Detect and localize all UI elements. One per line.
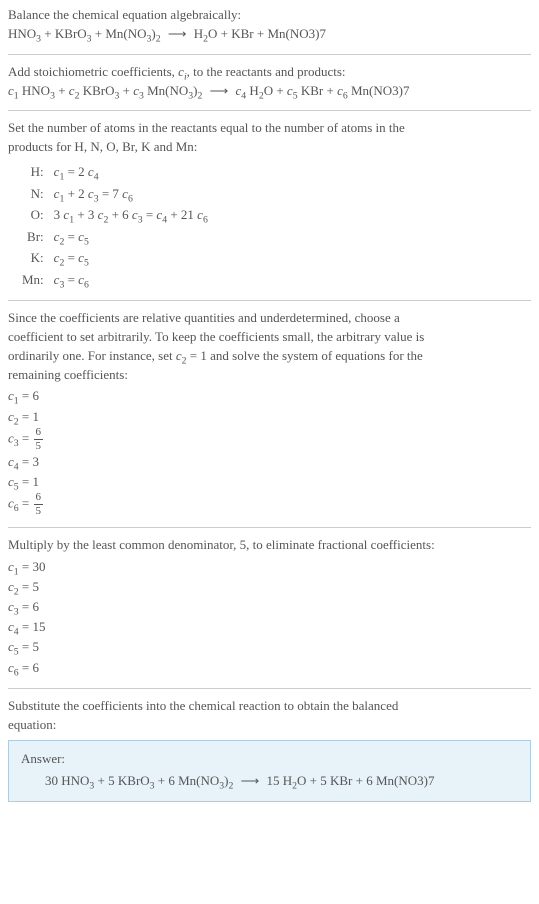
equation: c2 = c5 <box>50 247 212 269</box>
answer-box: Answer: 30 HNO3 + 5 KBrO3 + 6 Mn(NO3)2 ⟶… <box>8 740 531 802</box>
divider <box>8 527 531 528</box>
table-row: Br:c2 = c5 <box>18 226 212 248</box>
denominator: 5 <box>34 505 44 517</box>
table-row: K:c2 = c5 <box>18 247 212 269</box>
final-l2: equation: <box>8 716 531 735</box>
coef-list-1: c1 = 6 c2 = 1 c3 = 65 c4 = 3 c5 = 1 c6 =… <box>8 386 531 517</box>
stoich-intro: Add stoichiometric coefficients, ci, to … <box>8 63 531 82</box>
equation: c3 = c6 <box>50 269 212 291</box>
text: = 1 and solve the system of equations fo… <box>187 348 423 363</box>
element-label: N: <box>18 183 50 205</box>
coef-row: c2 = 5 <box>8 577 531 597</box>
equation: 3 c1 + 3 c2 + 6 c3 = c4 + 21 c6 <box>50 204 212 226</box>
coef-row: c5 = 5 <box>8 637 531 657</box>
underdet-section: Since the coefficients are relative quan… <box>8 309 531 517</box>
equation: c2 = c5 <box>50 226 212 248</box>
numerator: 6 <box>34 492 44 505</box>
reactant-hno3: HNO3 + KBrO3 + Mn(NO3)2 <box>8 26 161 41</box>
equation: c1 + 2 c3 = 7 c6 <box>50 183 212 205</box>
coef-row: c3 = 65 <box>8 427 531 452</box>
atoms-section: Set the number of atoms in the reactants… <box>8 119 531 290</box>
coef-row: c5 = 1 <box>8 472 531 492</box>
arrow-icon: ⟶ <box>241 773 260 789</box>
text: Add stoichiometric coefficients, <box>8 64 178 79</box>
text: ordinarily one. For instance, set <box>8 348 176 363</box>
element-label: Mn: <box>18 269 50 291</box>
coef-row: c4 = 3 <box>8 452 531 472</box>
answer-equation: 30 HNO3 + 5 KBrO3 + 6 Mn(NO3)2 ⟶ 15 H2O … <box>21 773 518 789</box>
table-row: H:c1 = 2 c4 <box>18 161 212 183</box>
final-l1: Substitute the coefficients into the che… <box>8 697 531 716</box>
element-label: O: <box>18 204 50 226</box>
underdet-l3: ordinarily one. For instance, set c2 = 1… <box>8 347 531 366</box>
val: = 30 <box>19 559 46 574</box>
arrow-icon: ⟶ <box>210 82 229 101</box>
coef-row: c3 = 6 <box>8 597 531 617</box>
table-row: N:c1 + 2 c3 = 7 c6 <box>18 183 212 205</box>
val: = 5 <box>19 579 39 594</box>
table-row: O:3 c1 + 3 c2 + 6 c3 = c4 + 21 c6 <box>18 204 212 226</box>
val: = 5 <box>19 639 39 654</box>
divider <box>8 110 531 111</box>
multiply-l1: Multiply by the least common denominator… <box>8 536 531 555</box>
denominator: 5 <box>34 440 44 452</box>
ci: ci <box>178 64 187 79</box>
coef-row: c4 = 15 <box>8 617 531 637</box>
coef-row: c2 = 1 <box>8 407 531 427</box>
equation: c1 = 2 c4 <box>50 161 212 183</box>
coef-row: c1 = 30 <box>8 557 531 577</box>
multiply-section: Multiply by the least common denominator… <box>8 536 531 678</box>
intro-line: Balance the chemical equation algebraica… <box>8 6 531 25</box>
underdet-l2: coefficient to set arbitrarily. To keep … <box>8 328 531 347</box>
element-label: Br: <box>18 226 50 248</box>
coef-row: c6 = 6 <box>8 658 531 678</box>
coef-row: c6 = 65 <box>8 492 531 517</box>
atoms-intro-2: products for H, N, O, Br, K and Mn: <box>8 138 531 157</box>
val: = 15 <box>19 619 46 634</box>
text: , to the reactants and products: <box>187 64 346 79</box>
fraction: 65 <box>34 492 44 517</box>
products: H2O + KBr + Mn(NO3)7 <box>194 26 326 41</box>
underdet-l4: remaining coefficients: <box>8 366 531 385</box>
element-label: K: <box>18 247 50 269</box>
numerator: 6 <box>34 427 44 440</box>
arrow-icon: ⟶ <box>168 25 187 44</box>
intro-reaction: HNO3 + KBrO3 + Mn(NO3)2 ⟶ H2O + KBr + Mn… <box>8 25 531 44</box>
divider <box>8 54 531 55</box>
atoms-table: H:c1 = 2 c4 N:c1 + 2 c3 = 7 c6 O:3 c1 + … <box>18 161 212 290</box>
final-section: Substitute the coefficients into the che… <box>8 697 531 803</box>
divider <box>8 688 531 689</box>
underdet-l1: Since the coefficients are relative quan… <box>8 309 531 328</box>
intro-section: Balance the chemical equation algebraica… <box>8 6 531 44</box>
table-row: Mn:c3 = c6 <box>18 269 212 291</box>
coef-list-2: c1 = 30 c2 = 5 c3 = 6 c4 = 15 c5 = 5 c6 … <box>8 557 531 678</box>
fraction: 65 <box>34 427 44 452</box>
divider <box>8 300 531 301</box>
stoich-equation: c1 HNO3 + c2 KBrO3 + c3 Mn(NO3)2 ⟶ c4 H2… <box>8 82 531 101</box>
stoich-section: Add stoichiometric coefficients, ci, to … <box>8 63 531 101</box>
element-label: H: <box>18 161 50 183</box>
val: = 6 <box>19 599 39 614</box>
coef-row: c1 = 6 <box>8 386 531 406</box>
answer-label: Answer: <box>21 751 518 767</box>
atoms-intro-1: Set the number of atoms in the reactants… <box>8 119 531 138</box>
val: = 6 <box>19 660 39 675</box>
